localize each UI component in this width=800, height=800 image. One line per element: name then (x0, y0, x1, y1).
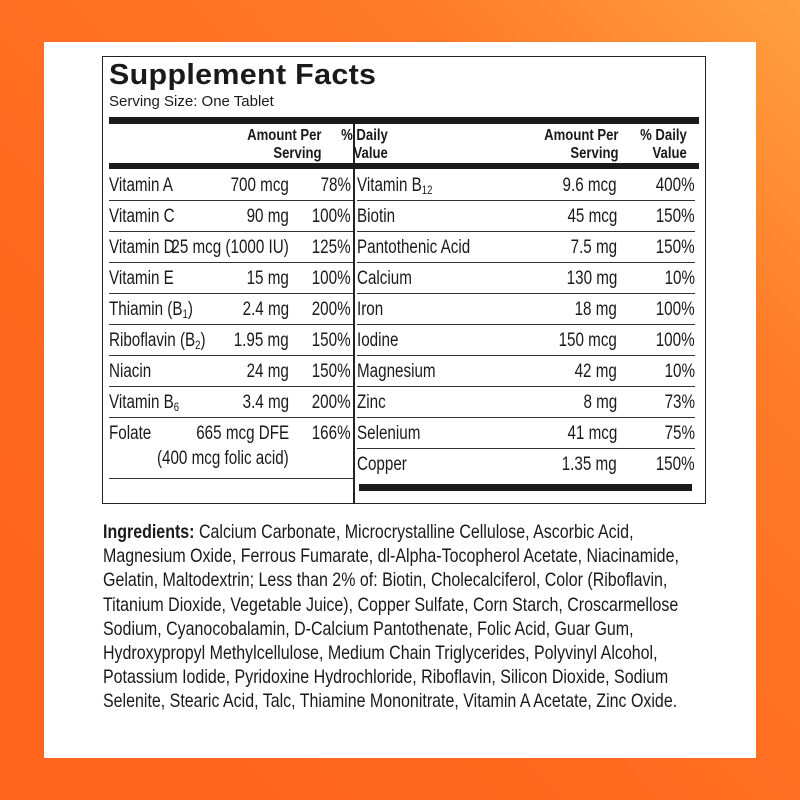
page-title: Supplement Facts (109, 59, 377, 91)
nutrient-name: Folate (109, 423, 152, 444)
nutrient-row: Iron 18 mg 100% (357, 294, 695, 325)
nutrient-amount: 7.5 mg (570, 237, 617, 258)
nutrient-daily-value: 78% (320, 175, 351, 196)
ingredients-text: Calcium Carbonate, Microcrystalline Cell… (103, 521, 679, 713)
nutrient-daily-value: 200% (312, 392, 351, 413)
nutrient-amount: 3.4 mg (242, 392, 289, 413)
nutrient-row: Copper 1.35 mg 150% (357, 449, 695, 480)
nutrient-amount: 1.35 mg (562, 454, 617, 475)
nutrient-name: Vitamin D (109, 237, 175, 258)
nutrient-row: Magnesium 42 mg 10% (357, 356, 695, 387)
nutrient-amount: 1.95 mg (234, 330, 289, 351)
footer-bar (359, 484, 692, 491)
nutrient-name: Vitamin E (109, 268, 174, 289)
nutrient-daily-value: 10% (664, 268, 695, 289)
nutrient-daily-value: 400% (656, 175, 695, 196)
nutrient-daily-value: 75% (664, 423, 695, 444)
nutrient-row: Selenium 41 mcg 75% (357, 418, 695, 449)
nutrient-name: Vitamin B6 (109, 392, 180, 414)
right-nutrient-column: Vitamin B12 9.6 mcg 400% Biotin 45 mcg 150% Pa… (357, 170, 695, 480)
nutrient-name: Iodine (357, 330, 399, 351)
nutrient-amount: 90 mg (246, 206, 289, 227)
nutrient-row: Riboflavin (B2) 1.95 mg 150% (109, 325, 353, 356)
nutrient-row: Vitamin A 700 mcg 78% (109, 170, 353, 201)
nutrient-name: Iron (357, 299, 384, 320)
nutrient-row: Folate 665 mcg DFE (400 mcg folic acid) 166… (109, 418, 353, 479)
supplement-facts-box: Supplement Facts Serving Size: One Table… (102, 56, 706, 504)
nutrient-name: Calcium (357, 268, 412, 289)
nutrient-daily-value: 100% (312, 206, 351, 227)
nutrient-row: Vitamin C 90 mg 100% (109, 201, 353, 232)
left-dv-header: % Daily Value (341, 127, 388, 162)
nutrient-amount: 24 mg (246, 361, 289, 382)
nutrient-daily-value: 200% (312, 299, 351, 320)
nutrient-amount: 150 mcg (558, 330, 617, 351)
nutrient-name: Zinc (357, 392, 386, 413)
nutrient-amount: 25 mcg (1000 IU) (171, 237, 289, 258)
ingredients: Ingredients: Calcium Carbonate, Microcry… (103, 520, 693, 714)
header-bottom-bar (109, 163, 699, 169)
nutrient-row: Biotin 45 mcg 150% (357, 201, 695, 232)
nutrient-row: Niacin 24 mg 150% (109, 356, 353, 387)
nutrient-amount: 15 mg (246, 268, 289, 289)
nutrient-name: Vitamin A (109, 175, 173, 196)
nutrient-name: Biotin (357, 206, 396, 227)
nutrient-amount: 665 mcg DFE (196, 423, 289, 444)
nutrient-daily-value: 150% (656, 206, 695, 227)
nutrient-row: Thiamin (B1) 2.4 mg 200% (109, 294, 353, 325)
nutrient-name: Pantothenic Acid (357, 237, 471, 258)
nutrient-row: Iodine 150 mcg 100% (357, 325, 695, 356)
nutrient-row: Vitamin E 15 mg 100% (109, 263, 353, 294)
label-panel: Supplement Facts Serving Size: One Table… (44, 42, 756, 758)
nutrient-row: Calcium 130 mg 10% (357, 263, 695, 294)
nutrient-row: Vitamin B6 3.4 mg 200% (109, 387, 353, 418)
nutrient-row: Zinc 8 mg 73% (357, 387, 695, 418)
nutrient-amount: 42 mg (574, 361, 617, 382)
nutrient-daily-value: 150% (312, 361, 351, 382)
nutrient-amount: 130 mg (566, 268, 617, 289)
left-amount-header: Amount Per Serving (247, 127, 322, 162)
nutrient-row: Pantothenic Acid 7.5 mg 150% (357, 232, 695, 263)
nutrient-daily-value: 100% (312, 268, 351, 289)
nutrient-daily-value: 100% (656, 330, 695, 351)
nutrient-name: Vitamin B12 (357, 175, 433, 197)
left-nutrient-column: Vitamin A 700 mcg 78% Vitamin C 90 mg 100% Vit… (109, 170, 353, 479)
nutrient-name: Niacin (109, 361, 152, 382)
nutrient-amount: 2.4 mg (242, 299, 289, 320)
nutrient-name: Magnesium (357, 361, 436, 382)
nutrient-daily-value: 125% (312, 237, 351, 258)
nutrient-daily-value: 100% (656, 299, 695, 320)
serving-size: Serving Size: One Tablet (109, 93, 274, 110)
nutrient-daily-value: 150% (656, 237, 695, 258)
nutrient-amount: 45 mcg (567, 206, 617, 227)
nutrient-amount-note: (400 mcg folic acid) (157, 448, 289, 469)
right-amount-header: Amount Per Serving (544, 127, 619, 162)
nutrient-name: Riboflavin (B2) (109, 330, 206, 352)
nutrient-amount: 41 mcg (567, 423, 617, 444)
nutrient-name: Copper (357, 454, 407, 475)
nutrient-daily-value: 10% (664, 361, 695, 382)
column-divider (353, 124, 355, 503)
header-bar (109, 117, 699, 124)
nutrient-name: Vitamin C (109, 206, 175, 227)
nutrient-name: Selenium (357, 423, 421, 444)
nutrient-name: Thiamin (B1) (109, 299, 193, 321)
nutrient-amount: 9.6 mcg (562, 175, 617, 196)
nutrient-daily-value: 166% (312, 423, 351, 444)
nutrient-daily-value: 150% (312, 330, 351, 351)
nutrient-amount: 8 mg (583, 392, 617, 413)
nutrient-daily-value: 150% (656, 454, 695, 475)
nutrient-row: Vitamin D 25 mcg (1000 IU) 125% (109, 232, 353, 263)
nutrient-row: Vitamin B12 9.6 mcg 400% (357, 170, 695, 201)
nutrient-amount: 700 mcg (230, 175, 289, 196)
ingredients-label: Ingredients: (103, 521, 195, 543)
right-dv-header: % Daily Value (640, 127, 687, 162)
nutrient-daily-value: 73% (664, 392, 695, 413)
nutrient-amount: 18 mg (574, 299, 617, 320)
